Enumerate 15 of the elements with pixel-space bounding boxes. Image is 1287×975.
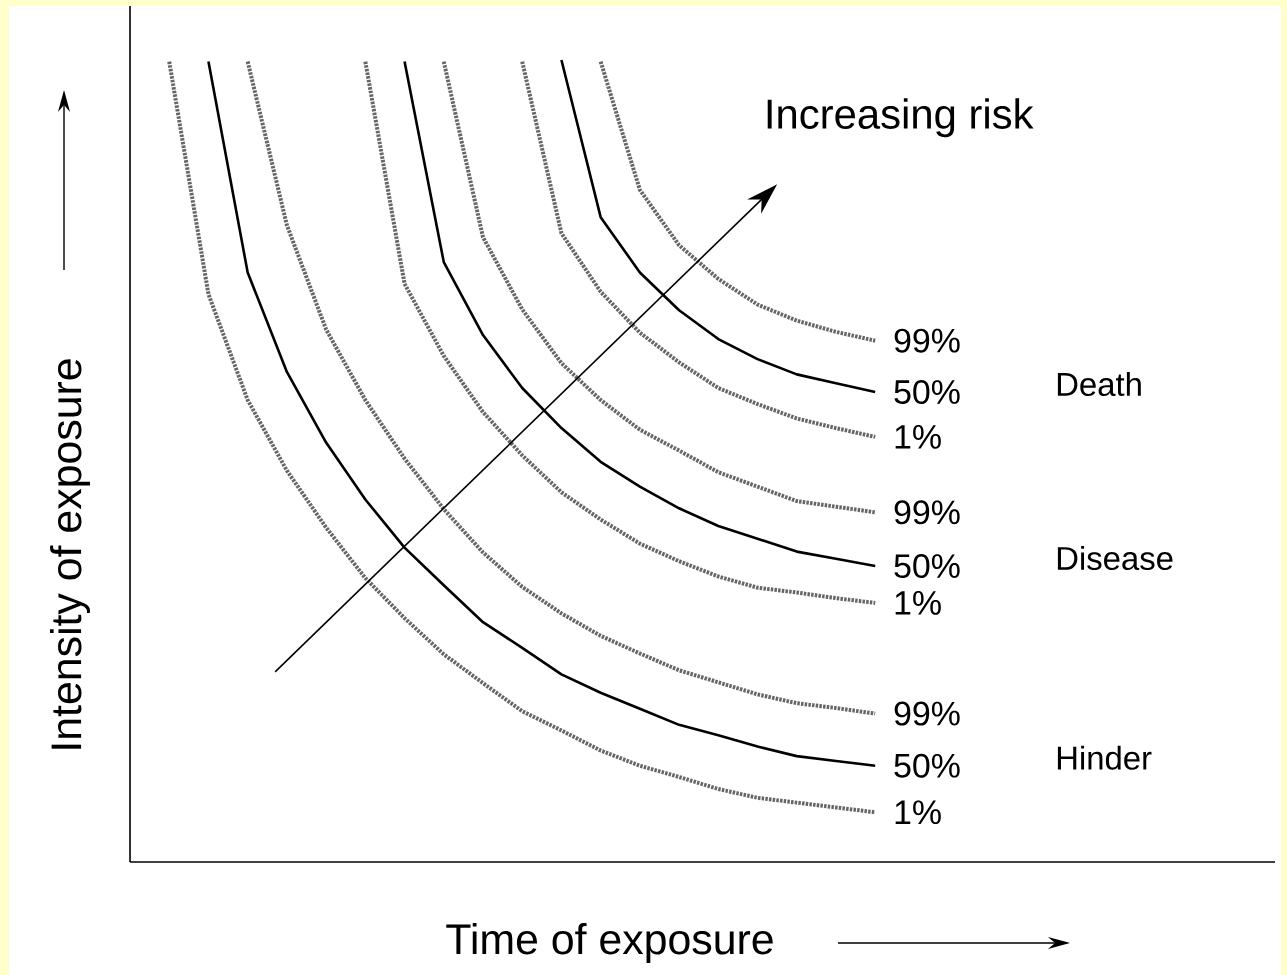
- y-axis-title: Intensity of exposure: [50, 359, 90, 749]
- x-axis-title: Time of exposure: [446, 923, 773, 963]
- series-label: 50%: [894, 554, 960, 579]
- series-label: 99%: [894, 328, 960, 353]
- series-label: 99%: [894, 500, 960, 525]
- series-label: 1%: [895, 591, 941, 615]
- series-label: 1%: [895, 425, 941, 449]
- annotation: Increasing risk: [767, 98, 1034, 138]
- text: Disease: [1057, 545, 1173, 571]
- text: Death: [1057, 371, 1141, 397]
- series-label: 50%: [894, 753, 960, 778]
- series-label: 50%: [894, 380, 960, 404]
- text: Hinder: [1057, 745, 1152, 770]
- series-label: 99%: [894, 701, 960, 726]
- series-label: 1%: [895, 800, 941, 825]
